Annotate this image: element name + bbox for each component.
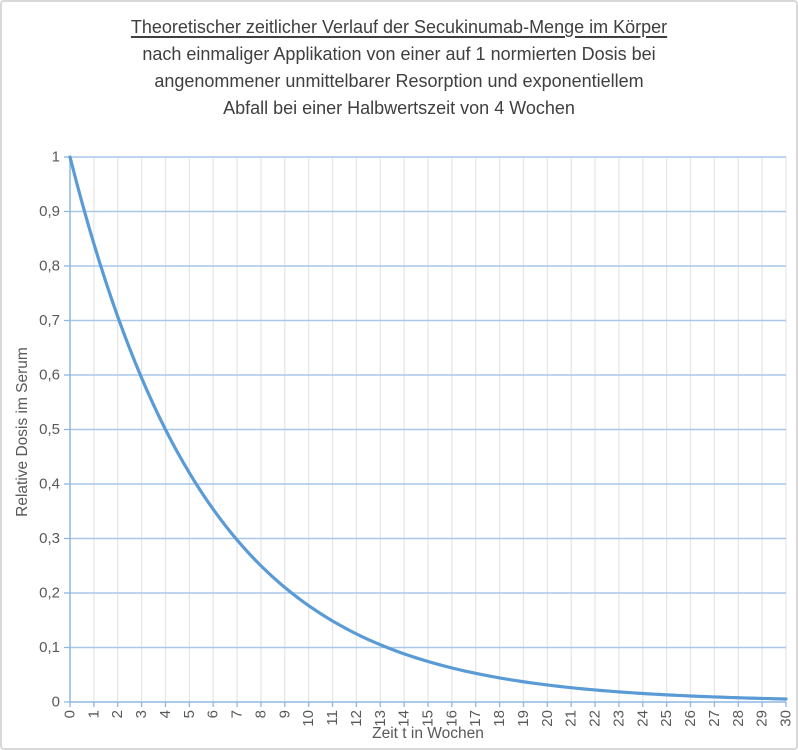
y-tick-label: 0,1 bbox=[39, 639, 60, 656]
x-tick-label: 27 bbox=[706, 710, 723, 727]
chart-title-line-3: angenommener unmittelbarer Resorption un… bbox=[154, 71, 644, 91]
x-tick-label: 18 bbox=[491, 710, 508, 727]
x-tick-label: 20 bbox=[539, 710, 556, 727]
y-tick-label: 0,7 bbox=[39, 312, 60, 329]
x-tick-label: 3 bbox=[133, 710, 150, 718]
y-tick-label: 0,5 bbox=[39, 421, 60, 438]
x-tick-label: 17 bbox=[467, 710, 484, 727]
y-tick-label: 0 bbox=[52, 694, 60, 711]
x-tick-label: 2 bbox=[109, 710, 126, 718]
x-tick-label: 8 bbox=[252, 710, 269, 718]
y-tick-label: 0,2 bbox=[39, 585, 60, 602]
x-tick-label: 0 bbox=[62, 710, 79, 718]
x-tick-label: 19 bbox=[515, 710, 532, 727]
y-tick-label: 0,8 bbox=[39, 258, 60, 275]
x-tick-label: 9 bbox=[276, 710, 293, 718]
x-tick-label: 10 bbox=[300, 710, 317, 727]
x-tick-label: 11 bbox=[324, 710, 341, 726]
chart-title-line-1: Theoretischer zeitlicher Verlauf der Sec… bbox=[130, 17, 668, 37]
x-tick-label: 22 bbox=[587, 710, 604, 727]
chart-title-line-4: Abfall bei einer Halbwertszeit von 4 Woc… bbox=[223, 98, 575, 118]
x-tick-label: 6 bbox=[205, 710, 222, 718]
x-tick-label: 29 bbox=[754, 710, 771, 727]
x-tick-label: 28 bbox=[730, 710, 747, 727]
x-tick-label: 7 bbox=[229, 710, 246, 718]
x-tick-label: 12 bbox=[348, 710, 365, 727]
x-tick-label: 26 bbox=[682, 710, 699, 727]
x-tick-label: 15 bbox=[420, 710, 437, 727]
x-tick-label: 21 bbox=[563, 710, 580, 727]
y-tick-label: 0,4 bbox=[39, 476, 60, 493]
chart-title-line-2: nach einmaliger Applikation von einer au… bbox=[142, 44, 656, 64]
x-tick-label: 5 bbox=[181, 710, 198, 718]
x-tick-label: 13 bbox=[372, 710, 389, 727]
x-tick-label: 1 bbox=[85, 710, 102, 718]
x-tick-label: 14 bbox=[396, 710, 413, 727]
y-tick-label: 0,3 bbox=[39, 530, 60, 547]
x-tick-label: 24 bbox=[634, 710, 651, 727]
y-tick-label: 1 bbox=[52, 149, 60, 166]
x-axis-title: Zeit t in Wochen bbox=[372, 725, 484, 742]
y-tick-label: 0,9 bbox=[39, 203, 60, 220]
x-tick-label: 25 bbox=[658, 710, 675, 727]
x-tick-label: 23 bbox=[610, 710, 627, 727]
x-tick-label: 16 bbox=[443, 710, 460, 727]
y-tick-label: 0,6 bbox=[39, 367, 60, 384]
x-tick-label: 30 bbox=[778, 710, 795, 727]
y-axis-title: Relative Dosis im Serum bbox=[14, 347, 31, 517]
data-series-line bbox=[68, 155, 788, 701]
x-tick-label: 4 bbox=[157, 710, 174, 718]
chart-title: Theoretischer zeitlicher Verlauf der Sec… bbox=[2, 14, 796, 122]
